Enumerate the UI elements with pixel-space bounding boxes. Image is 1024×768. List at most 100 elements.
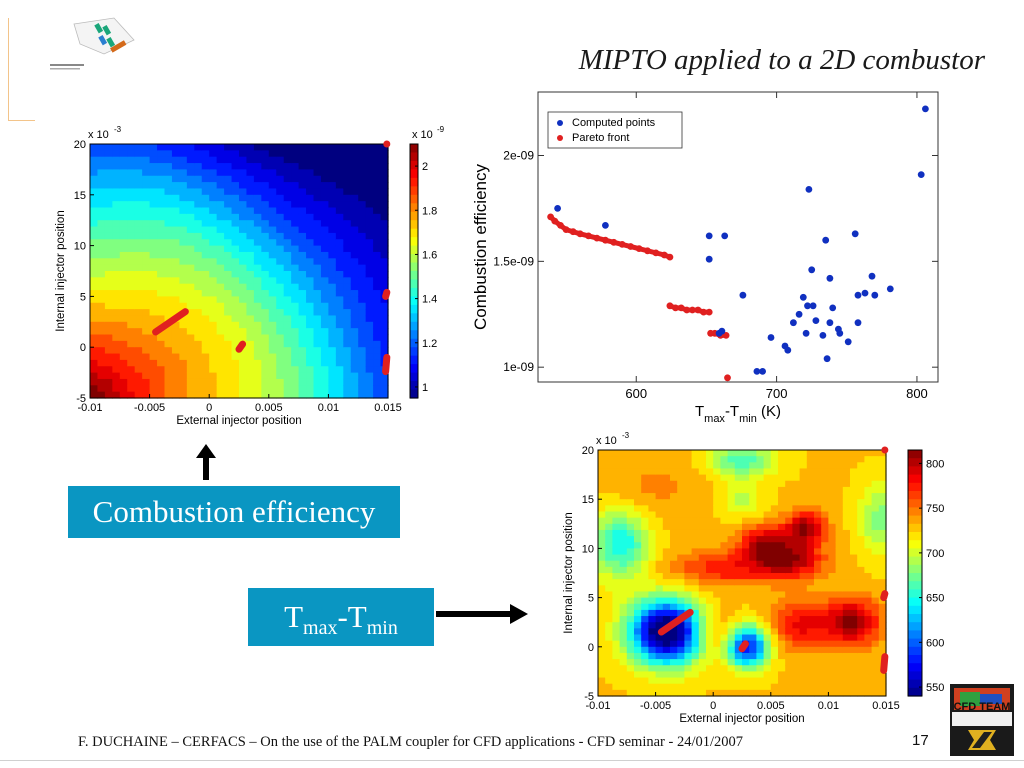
efficiency-map-cell (283, 245, 292, 253)
efficiency-map-cell (149, 239, 158, 247)
tmax-map-colorbar-cell (908, 564, 922, 574)
efficiency-map-cell (291, 251, 300, 259)
tmax-map-cell (734, 689, 743, 697)
tmax-map-cell (814, 603, 822, 611)
tmax-map-cell (670, 677, 678, 685)
efficiency-map-cell (268, 391, 277, 399)
efficiency-map-cell (186, 315, 195, 323)
efficiency-map-cell (134, 194, 143, 202)
tmax-map-cell (749, 450, 757, 457)
efficiency-map-cell (216, 245, 225, 253)
tmax-map-cell (792, 511, 801, 519)
tmax-map-cell (626, 579, 635, 586)
tmax-map-cell (864, 517, 873, 525)
efficiency-map-cell (380, 188, 389, 196)
efficiency-map-cell (231, 340, 240, 348)
tmax-map-cell (720, 480, 729, 488)
tmax-map-colorbar-label: 750 (926, 503, 944, 515)
tmax-map-cell (778, 493, 786, 500)
efficiency-map-cell (104, 334, 113, 342)
efficiency-map-cell (291, 340, 300, 348)
efficiency-map-cell (343, 359, 352, 367)
efficiency-map-cell (231, 283, 240, 291)
tmax-map-cell (619, 462, 628, 470)
tmax-map-cell (605, 554, 613, 562)
tmax-map-cell (814, 585, 822, 593)
efficiency-map-cell (335, 391, 344, 399)
tmax-map-cell (706, 517, 714, 525)
tmax-map-cell (684, 616, 693, 623)
efficiency-map-cell (320, 175, 329, 183)
efficiency-map-cell (134, 239, 143, 247)
tmax-map-cell (727, 603, 736, 611)
efficiency-map-cell (380, 239, 389, 247)
efficiency-map-cell (134, 302, 143, 310)
tmax-map-cell (684, 542, 693, 549)
tmax-map-cell (634, 689, 642, 697)
efficiency-map-cell (164, 328, 173, 336)
efficiency-map-colorbar-label: 1.2 (422, 338, 437, 350)
efficiency-map-cell (134, 213, 143, 221)
efficiency-map-cell (149, 391, 158, 399)
efficiency-map-cell (186, 175, 195, 183)
efficiency-map-cell (313, 340, 322, 348)
tmax-map-xtick-label: -0.005 (640, 700, 671, 712)
efficiency-map-cell (335, 245, 344, 253)
efficiency-map-cell (253, 220, 262, 228)
tmax-map-cell (871, 462, 880, 470)
tmax-map-cell (698, 493, 707, 500)
tmax-map-cell (648, 468, 657, 476)
efficiency-map-cell (164, 169, 173, 177)
efficiency-map-cell (157, 213, 166, 221)
tmax-map-cell (785, 671, 793, 679)
tmax-map-cell (720, 689, 729, 697)
efficiency-map-cell (253, 378, 262, 386)
efficiency-map-cell (283, 366, 292, 374)
tmax-map-cell (706, 616, 714, 623)
pareto-point (724, 374, 731, 382)
efficiency-map-cell (171, 290, 180, 297)
computed-point (705, 255, 713, 263)
efficiency-map-cell (149, 169, 158, 177)
efficiency-map-cell (90, 271, 99, 278)
tmax-map-cell (641, 560, 649, 568)
efficiency-map-cell (261, 359, 270, 367)
efficiency-map-cell (186, 302, 195, 310)
tmax-map-cell (828, 677, 837, 685)
tmax-map-cell (612, 566, 621, 574)
tmax-map-cell (677, 523, 685, 531)
efficiency-map-cell (350, 213, 359, 221)
tmax-map-cell (720, 511, 729, 519)
tmax-map-cell (770, 511, 779, 519)
tmax-map-cell (828, 505, 837, 513)
efficiency-map-cell (313, 283, 322, 291)
tmax-map-cell (691, 450, 700, 457)
efficiency-map-cell (328, 245, 337, 253)
tmax-map-cell (756, 542, 765, 549)
tmax-map-cell (706, 609, 714, 617)
efficiency-map-cell (298, 150, 307, 158)
tmax-map-cell (864, 523, 873, 531)
tmax-map-cell (670, 689, 678, 697)
efficiency-map-cell (246, 232, 255, 240)
efficiency-map-cell (194, 251, 203, 259)
tmax-map-cell (727, 548, 736, 556)
efficiency-map-cell (127, 201, 136, 209)
tmax-map-cell (806, 634, 815, 642)
tmax-map-cell (684, 523, 693, 531)
tmax-map-cell (677, 511, 685, 519)
efficiency-map-cell (373, 245, 382, 253)
efficiency-map-cell (112, 302, 121, 310)
efficiency-map-cell (104, 194, 113, 202)
efficiency-map-cell (320, 213, 329, 221)
computed-point (851, 230, 859, 238)
tmax-map-cell (698, 597, 707, 605)
tmax-map-cell (706, 560, 714, 568)
tmax-map-cell (727, 456, 736, 463)
tmax-map-cell (842, 640, 851, 648)
efficiency-map-cell (246, 258, 255, 266)
tmax-map-cell (612, 609, 621, 617)
tmax-map-cell (828, 597, 837, 605)
efficiency-map-cell (127, 359, 136, 367)
tmax-map-cell (734, 523, 743, 531)
